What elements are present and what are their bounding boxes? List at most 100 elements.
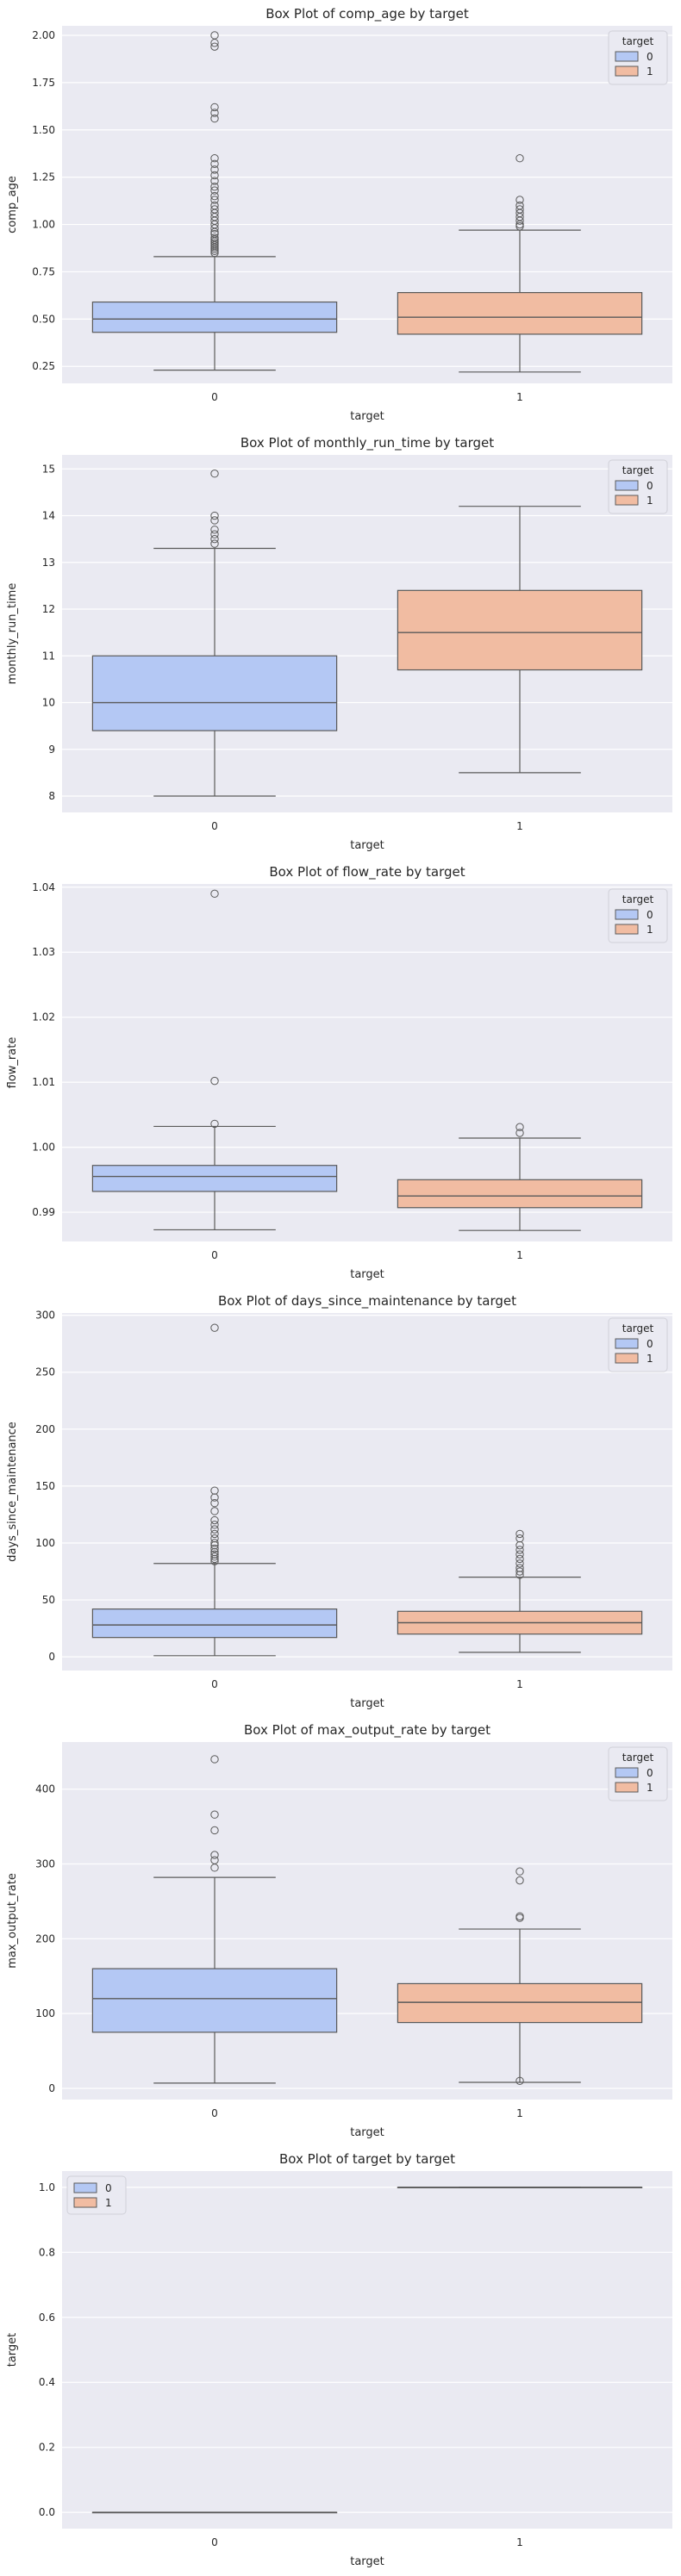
outlier-point — [515, 196, 524, 204]
box-category-1 — [397, 2187, 643, 2188]
box-category-0 — [91, 1755, 338, 2084]
x-tick-label: 0 — [211, 391, 218, 403]
y-tick-label: 1.00 — [32, 219, 55, 231]
outlier-point — [210, 1486, 219, 1495]
legend: 01 — [66, 2175, 127, 2215]
legend-label: 0 — [647, 480, 653, 492]
y-tick-label: 300 — [35, 1858, 55, 1870]
outlier-point — [515, 1912, 524, 1920]
outlier-point — [210, 534, 219, 544]
y-tick-label: 1.75 — [32, 77, 55, 89]
y-tick-label: 0 — [48, 1651, 55, 1663]
iqr-box — [397, 292, 643, 335]
legend-label: 1 — [647, 1353, 653, 1365]
y-tick-label: 0 — [48, 2082, 55, 2094]
outlier-point — [210, 1856, 219, 1864]
y-tick-label: 0.4 — [39, 2376, 55, 2388]
legend-title: target — [622, 35, 654, 47]
iqr-box — [91, 655, 338, 731]
y-tick-label: 1.50 — [32, 124, 55, 136]
y-tick-label: 1.0 — [39, 2181, 55, 2193]
outlier-point — [210, 154, 219, 163]
outlier-point — [210, 1515, 219, 1525]
y-tick-label: 9 — [48, 744, 55, 756]
iqr-box — [91, 301, 338, 333]
outlier-point — [515, 1529, 524, 1539]
chart-title: Box Plot of monthly_run_time by target — [241, 435, 494, 451]
box-category-1 — [397, 1867, 643, 2085]
outlier-point — [515, 1123, 524, 1131]
outlier-point — [515, 222, 524, 231]
box-category-1 — [397, 506, 643, 774]
plot-area — [62, 1742, 672, 2100]
y-tick-label: 200 — [35, 1932, 55, 1944]
y-tick-label: 10 — [42, 697, 55, 709]
y-tick-label: 0.75 — [32, 265, 55, 277]
outlier-point — [210, 526, 219, 534]
y-tick-label: 12 — [42, 603, 55, 615]
chart-title: Box Plot of flow_rate by target — [269, 864, 465, 880]
y-axis-label: monthly_run_time — [6, 583, 19, 685]
legend-label: 1 — [647, 924, 653, 936]
y-tick-label: 200 — [35, 1423, 55, 1435]
y-tick-label: 8 — [48, 790, 55, 802]
outlier-point — [515, 154, 524, 163]
outlier-point — [210, 1552, 219, 1561]
x-tick-label: 0 — [211, 2107, 218, 2119]
x-tick-label: 1 — [516, 1249, 523, 1261]
legend-title: target — [622, 1322, 654, 1335]
outlier-point — [210, 171, 219, 180]
y-tick-label: 300 — [35, 1310, 55, 1322]
chart-title: Box Plot of comp_age by target — [266, 6, 469, 22]
y-tick-label: 15 — [42, 463, 55, 475]
outlier-point — [210, 233, 219, 242]
y-tick-label: 1.03 — [32, 946, 55, 958]
outlier-point — [210, 186, 219, 195]
box-category-0 — [91, 1323, 338, 1657]
legend: target 0 1 — [608, 1746, 668, 1801]
y-axis-label: max_output_rate — [6, 1873, 19, 1969]
iqr-box — [91, 1608, 338, 1639]
x-tick-label: 0 — [211, 1678, 218, 1690]
outlier-point — [210, 539, 219, 548]
legend-label: 1 — [647, 495, 653, 507]
outlier-point — [210, 31, 219, 40]
y-tick-label: 0.50 — [32, 313, 55, 325]
y-tick-label: 1.02 — [32, 1011, 55, 1024]
iqr-box — [91, 1968, 338, 2033]
y-tick-label: 50 — [42, 1594, 55, 1606]
outlier-point — [210, 196, 219, 204]
y-tick-label: 11 — [42, 650, 55, 662]
x-tick-label: 1 — [516, 820, 523, 832]
outlier-point — [210, 1323, 219, 1332]
outlier-point — [210, 469, 219, 478]
outlier-point — [210, 201, 219, 210]
outlier-point — [210, 109, 219, 117]
legend-label: 0 — [647, 1338, 653, 1350]
outlier-point — [210, 1826, 219, 1835]
outlier-point — [210, 1534, 219, 1543]
y-tick-label: 1.01 — [32, 1076, 55, 1088]
legend-title: target — [622, 464, 654, 476]
outlier-point — [210, 1521, 219, 1529]
y-tick-label: 13 — [42, 557, 55, 569]
box-category-1 — [397, 1123, 643, 1231]
legend-swatch — [615, 1767, 639, 1778]
legend-label: 1 — [647, 1782, 653, 1794]
legend-label: 1 — [647, 65, 653, 78]
box-category-1 — [397, 1529, 643, 1653]
legend-swatch — [615, 51, 639, 62]
chart-title: Box Plot of max_output_rate by target — [244, 1722, 490, 1739]
x-tick-label: 0 — [211, 1249, 218, 1261]
legend: target 0 1 — [608, 30, 668, 85]
outlier-point — [210, 1539, 219, 1547]
legend-label: 0 — [647, 51, 653, 63]
outlier-point — [210, 1507, 219, 1515]
outlier-point — [210, 889, 219, 899]
x-tick-label: 1 — [516, 2536, 523, 2548]
x-tick-label: 0 — [211, 2536, 218, 2548]
outlier-point — [515, 2076, 524, 2085]
outlier-point — [210, 1529, 219, 1539]
box-category-0 — [91, 31, 338, 371]
